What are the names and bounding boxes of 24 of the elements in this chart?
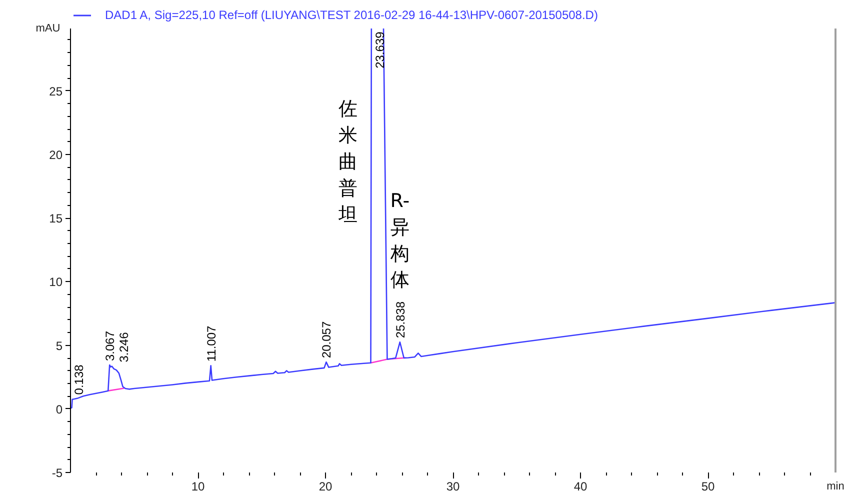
x-tick-label: 20 xyxy=(318,480,332,494)
x-axis-title: min xyxy=(826,480,844,492)
y-tick-label: 20 xyxy=(49,148,63,162)
annotation: 3.246 xyxy=(117,332,132,362)
x-tick-label: 30 xyxy=(446,480,460,494)
annotation: 23.639 xyxy=(372,31,387,68)
x-tick-label: 50 xyxy=(701,480,715,494)
y-tick-label: 0 xyxy=(56,402,63,416)
y-axis-title: mAU xyxy=(36,22,60,34)
x-tick-label: 10 xyxy=(191,480,205,494)
annotation: 3.067 xyxy=(103,330,118,361)
annotation: 0.138 xyxy=(72,364,86,395)
annotation: R-异构体 xyxy=(389,190,410,292)
annotation: 20.057 xyxy=(320,321,334,358)
annotation: 佐米曲普坦 xyxy=(337,98,358,226)
y-tick-label: -5 xyxy=(52,466,63,480)
annotation: 25.838 xyxy=(393,301,408,338)
y-tick-label: 25 xyxy=(49,84,63,98)
legend-label: DAD1 A, Sig=225,10 Ref=off (LIUYANG\TEST 2016-02-29 16-44-13\HPV-0607-20150508.D) xyxy=(105,8,598,22)
x-tick-label: 40 xyxy=(574,480,588,494)
y-tick-label: 5 xyxy=(56,338,63,353)
y-tick-label: 15 xyxy=(49,212,63,226)
y-tick-label: 10 xyxy=(49,275,63,290)
annotation: 11.007 xyxy=(204,325,218,362)
